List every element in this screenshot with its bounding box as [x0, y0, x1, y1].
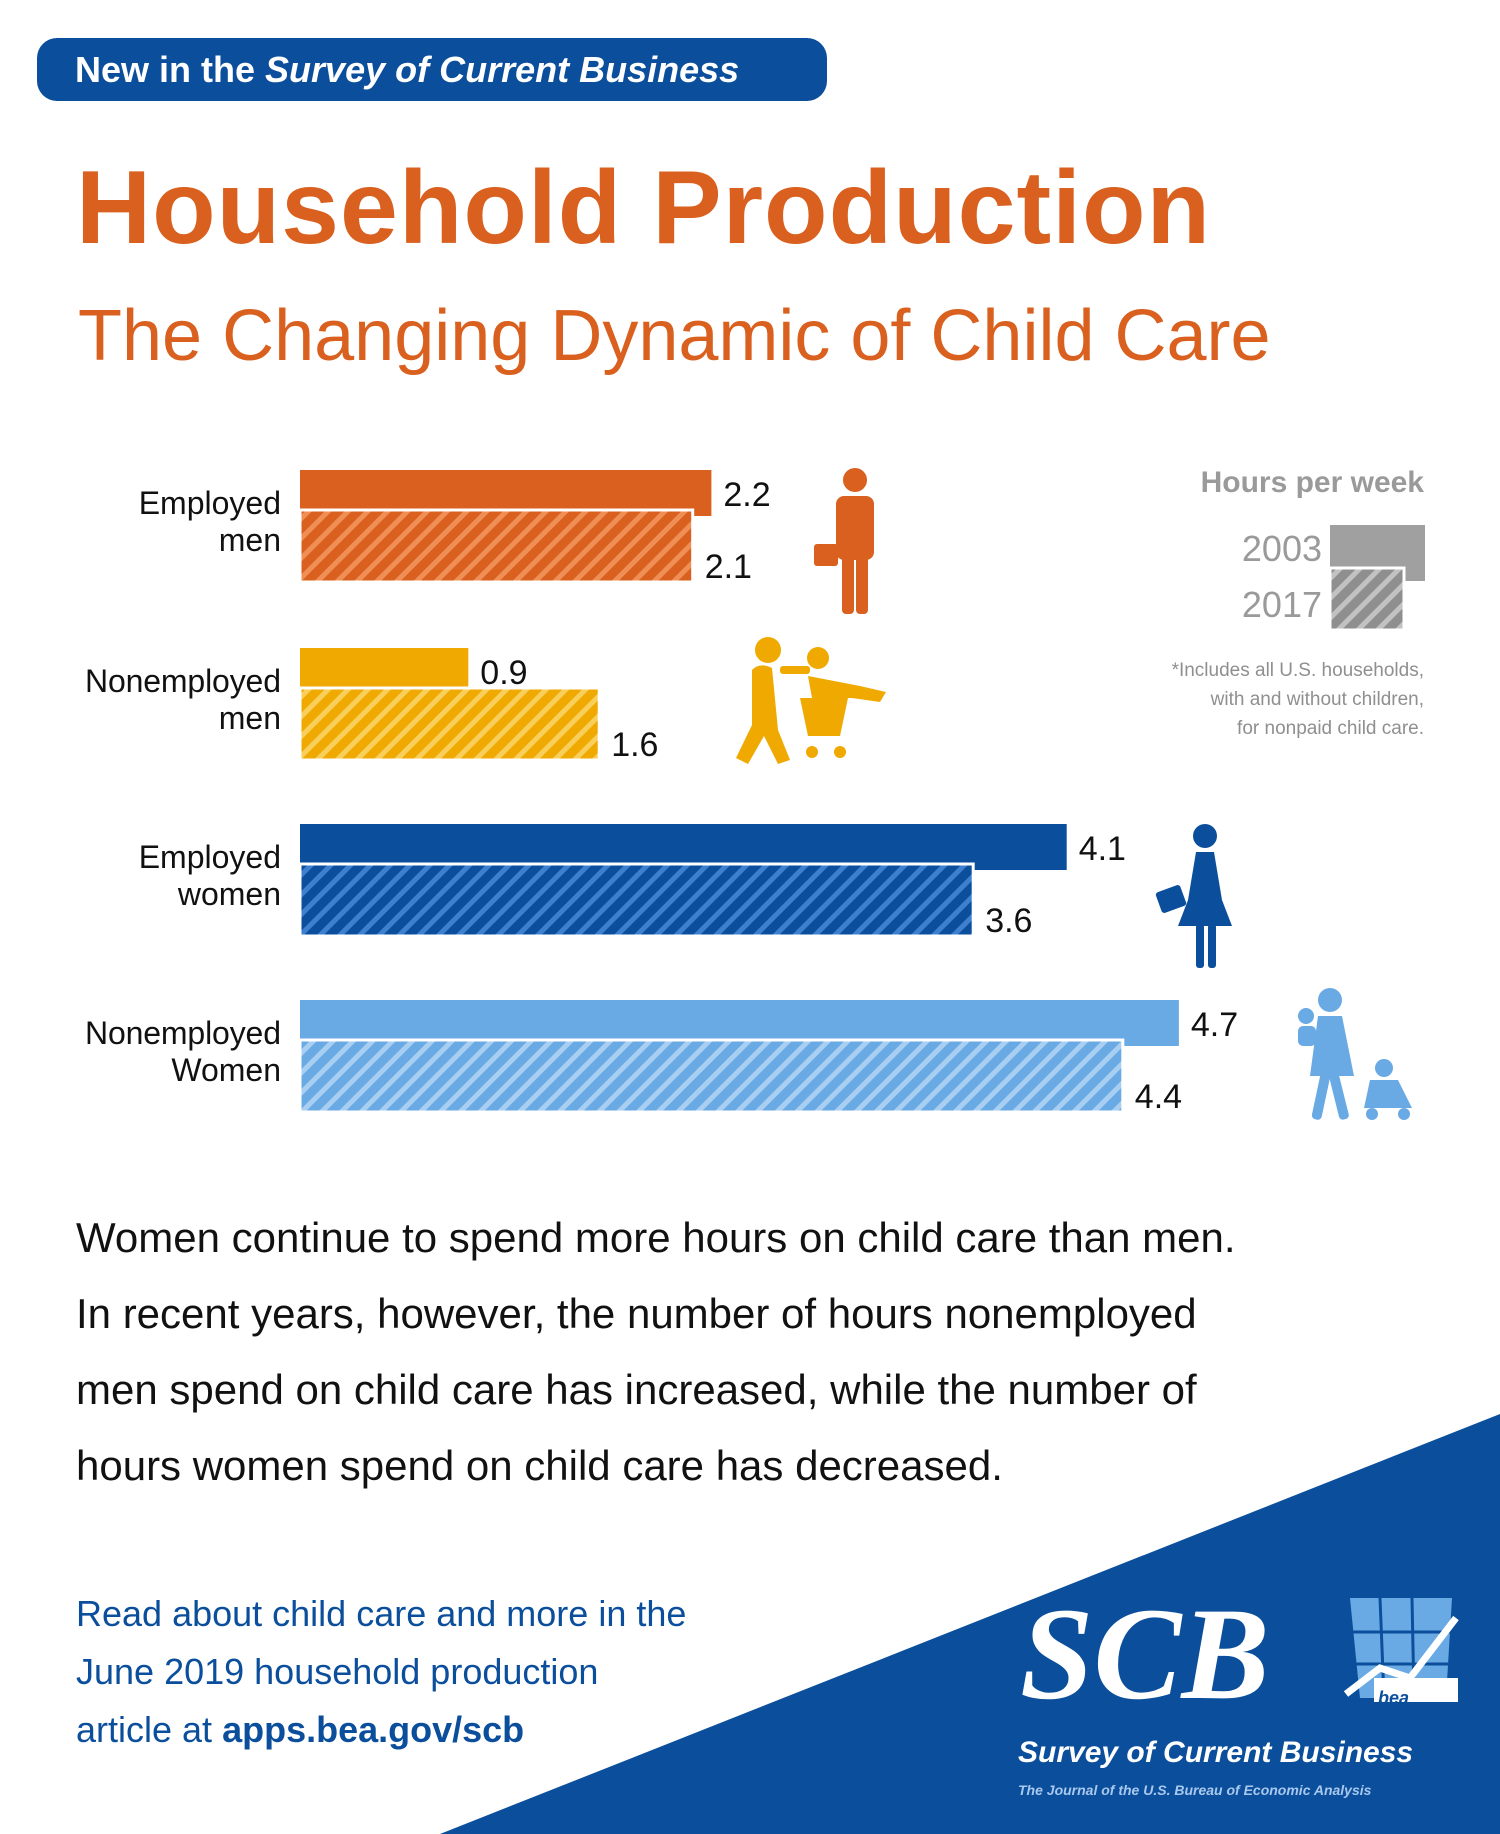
value-labels: 2.2 2.1 0.9 1.6 4.1 3.6 4.74.4 — [480, 476, 1238, 1116]
read-more-line: June 2019 household production — [76, 1651, 599, 1692]
bar-2017-2 — [298, 862, 975, 938]
article-link[interactable]: apps.bea.gov/scb — [222, 1709, 525, 1750]
legend-title: Hours per week — [1200, 466, 1424, 499]
bars-group — [298, 470, 1179, 1114]
footnote-line: for nonpaid child care. — [1237, 718, 1424, 739]
mother-with-children-icon — [1298, 988, 1412, 1120]
category-label-3-1: Women — [171, 1052, 281, 1088]
badge-publication: Survey of Current Business — [265, 49, 740, 90]
value-label-2017-1: 1.6 — [611, 726, 658, 764]
category-label-1-0: Nonemployed — [85, 663, 281, 699]
bea-logo-text: bea — [1378, 1688, 1410, 1708]
legend-footnote: *Includes all U.S. households, with and … — [1060, 656, 1424, 743]
category-label-0-0: Employed — [139, 485, 281, 521]
badge-prefix: New in the — [75, 49, 266, 90]
logo-tagline: Survey of Current Business — [1018, 1736, 1414, 1769]
legend-swatches — [1328, 525, 1425, 632]
value-label-2017-3: 4.4 — [1135, 1078, 1182, 1116]
bar-chart: EmployedmenNonemployedmenEmployedwomenNo… — [85, 468, 1425, 1120]
value-label-2003-3: 4.7 — [1191, 1006, 1238, 1044]
read-more-line: article at apps.bea.gov/scb — [76, 1701, 686, 1759]
category-label-3-0: Nonemployed — [85, 1015, 281, 1051]
value-label-2003-0: 2.2 — [723, 476, 770, 514]
page-title: Household Production — [76, 150, 1212, 266]
legend-swatch-2017 — [1328, 566, 1406, 632]
businessman-icon — [814, 468, 874, 614]
read-more-line: Read about child care and more in the — [76, 1593, 687, 1634]
bar-2003-3 — [300, 1000, 1179, 1046]
summary-line: In recent years, however, the number of … — [76, 1290, 1197, 1337]
bar-2003-0 — [300, 470, 712, 516]
category-label-0-1: men — [219, 522, 281, 558]
value-label-2003-1: 0.9 — [480, 654, 527, 692]
bar-2017-0 — [298, 508, 695, 584]
scb-logo: SCB — [1020, 1580, 1270, 1727]
legend-label-2017: 2017 — [1241, 584, 1322, 625]
bar-2017-3 — [298, 1038, 1125, 1114]
footnote-line: with and without children, — [1210, 689, 1424, 710]
summary-line: Women continue to spend more hours on ch… — [76, 1214, 1236, 1261]
summary-line: hours women spend on child care has decr… — [76, 1442, 1003, 1489]
read-more-block: Read about child care and more in the Ju… — [76, 1585, 686, 1759]
bar-2003-1 — [300, 648, 469, 694]
businesswoman-icon — [1155, 824, 1232, 968]
category-label-2-1: women — [177, 876, 281, 912]
scb-chart-emblem-icon — [1343, 1598, 1459, 1702]
summary-paragraph: Women continue to spend more hours on ch… — [76, 1200, 1456, 1504]
legend-label-2003: 2003 — [1241, 528, 1322, 569]
value-label-2017-0: 2.1 — [705, 548, 752, 586]
page-subtitle: The Changing Dynamic of Child Care — [78, 296, 1271, 376]
bar-2003-2 — [300, 824, 1067, 870]
father-with-cart-icon — [736, 637, 886, 764]
category-label-2-0: Employed — [139, 839, 281, 875]
value-label-2003-2: 4.1 — [1079, 830, 1126, 868]
category-label-1-1: men — [219, 700, 281, 736]
summary-line: men spend on child care has increased, w… — [76, 1366, 1197, 1413]
bar-2017-1 — [298, 686, 601, 762]
read-more-prefix: article at — [76, 1709, 223, 1750]
footnote-line: *Includes all U.S. households, — [1171, 660, 1424, 681]
logo-subtitle: The Journal of the U.S. Bureau of Econom… — [1018, 1782, 1372, 1798]
survey-badge: New in the Survey of Current Business — [37, 38, 827, 101]
value-label-2017-2: 3.6 — [985, 902, 1032, 940]
category-labels: EmployedmenNonemployedmenEmployedwomenNo… — [85, 485, 281, 1088]
